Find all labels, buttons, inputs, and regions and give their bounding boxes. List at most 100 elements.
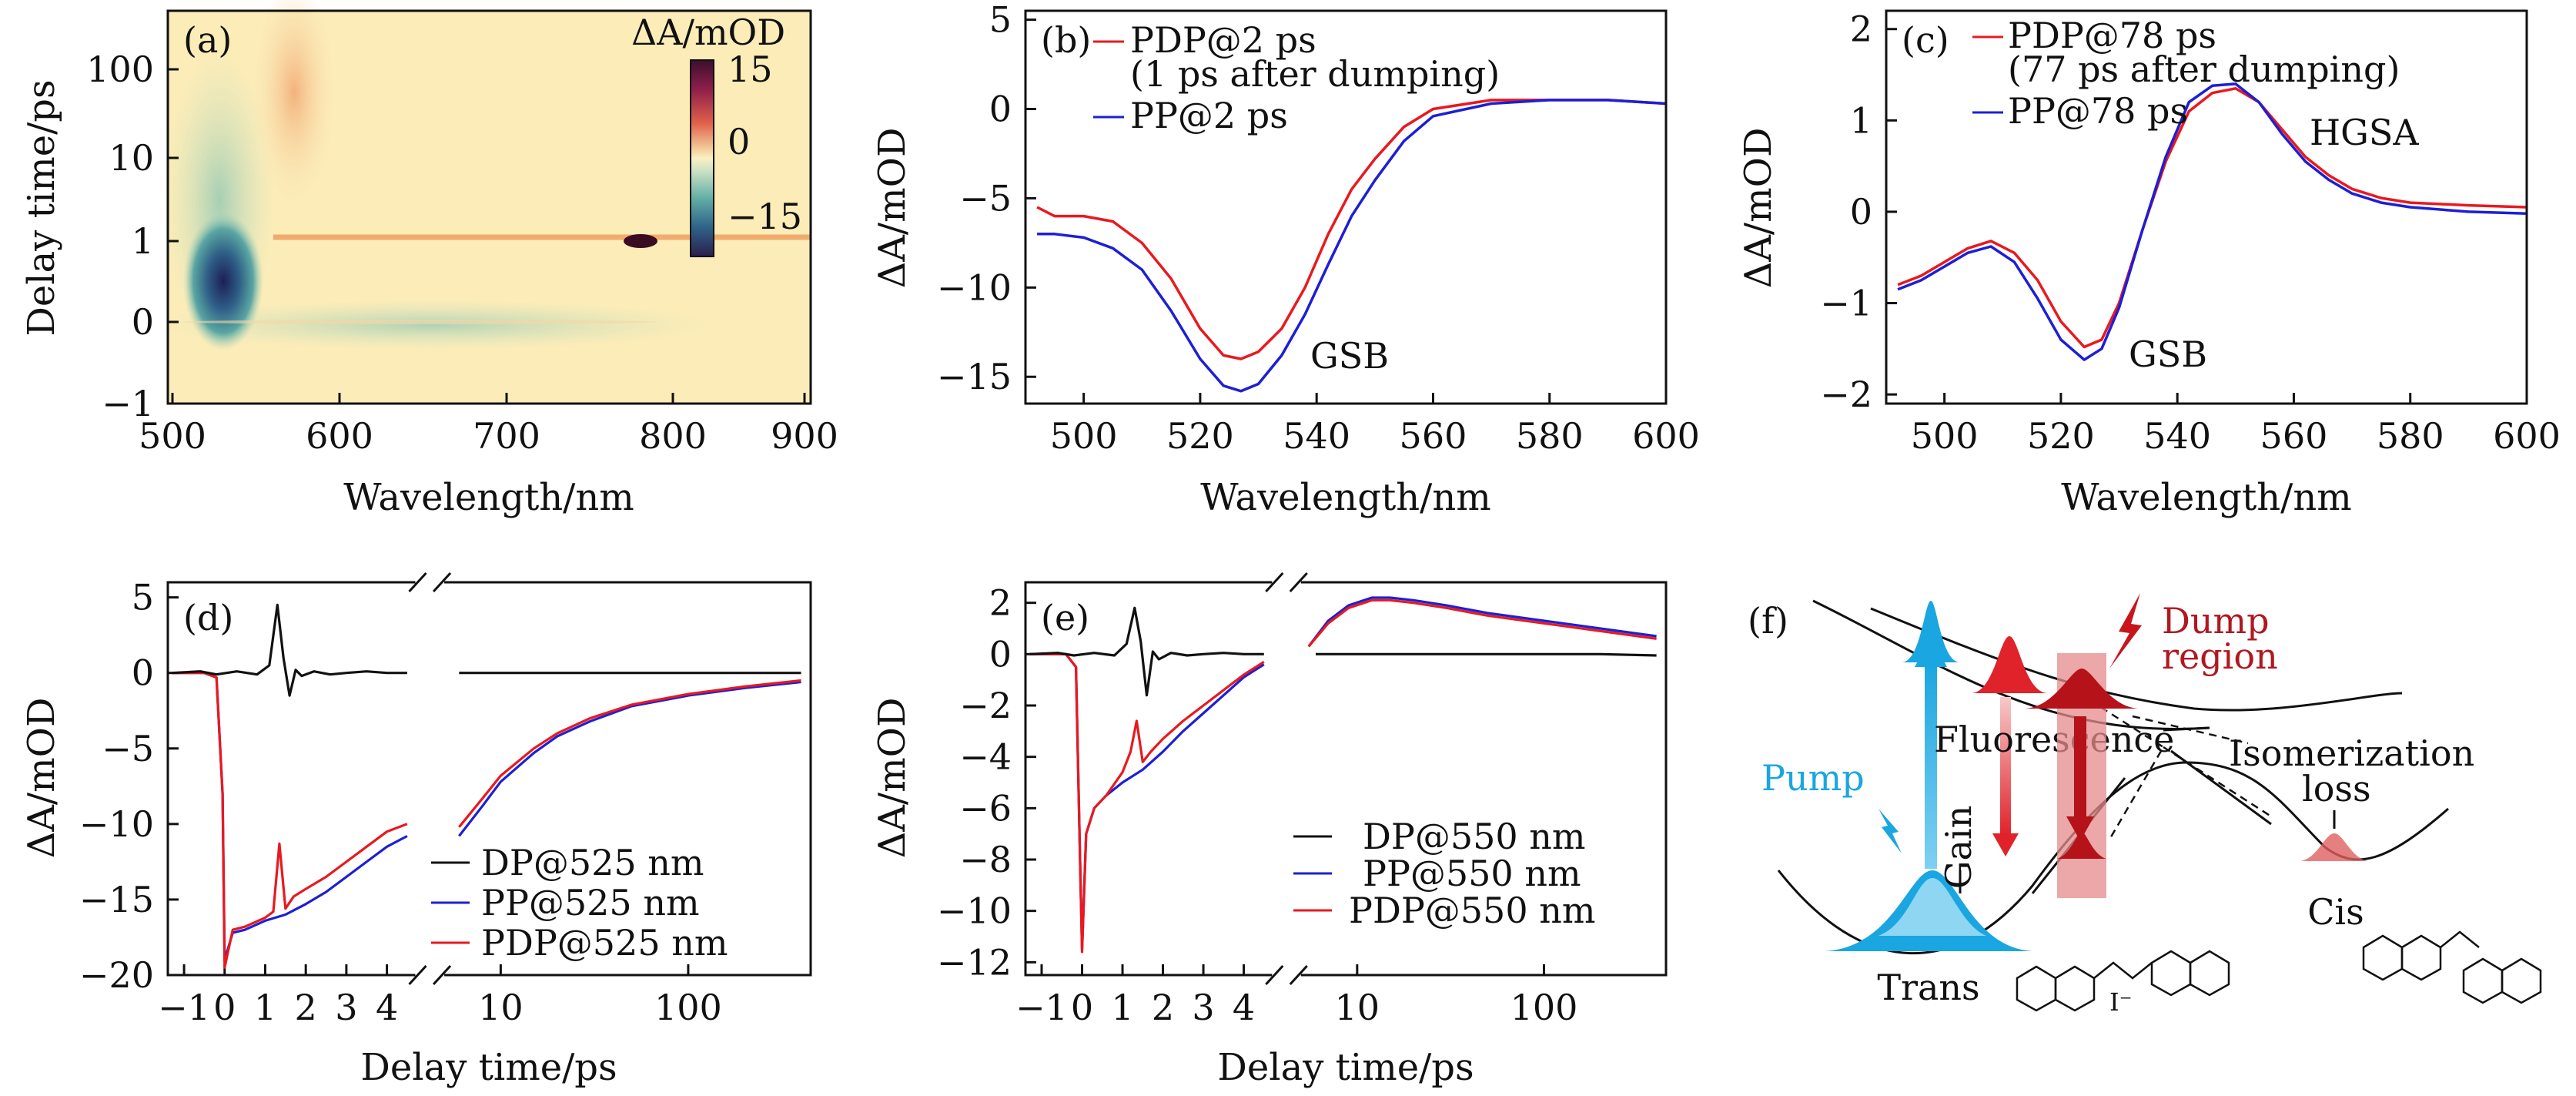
x-tick-label: 900 [771, 415, 838, 457]
x-tick-label: 100 [1510, 987, 1578, 1028]
frame-right [1300, 581, 1668, 977]
x-tick-label: 600 [306, 415, 373, 457]
x-tick-label: 10 [478, 987, 524, 1028]
panel-e-legend: DP@550 nm PP@550 nm PDP@550 nm [1293, 816, 1595, 931]
trans-molecule-drawing [2016, 950, 2230, 1012]
x-tick-label: 700 [473, 415, 540, 457]
y-tick-label: 0 [132, 301, 154, 343]
dump-lightning-icon [2109, 593, 2142, 669]
x-tick-label: 600 [2493, 415, 2561, 457]
colorbar-title: ΔA/mOD [631, 12, 785, 53]
annotation-hgsa: HGSA [2310, 112, 2419, 153]
legend-label-pp: PP@525 nm [481, 882, 700, 923]
panel-b-chart: 500 520 540 560 580 600 5 0 −5 −10 −15 (b) PDP@2 p… [871, 0, 1700, 519]
y-axis-label: ΔA/mOD [871, 128, 914, 289]
colorbar-tick-top: 15 [728, 49, 773, 90]
x-tick-label: 3 [335, 987, 357, 1028]
series-line-linear-pdp-550-nm [1029, 652, 1265, 954]
series-line-log-pp-525-nm [458, 680, 801, 837]
series-line-log-pdp-525-nm [458, 679, 801, 828]
panel-a-x-axis: 500 600 700 800 900 Wavelength/nm [139, 393, 838, 519]
iodide-label: I⁻ [2109, 987, 2133, 1017]
y-tick-label: −20 [79, 954, 154, 996]
series-line-linear-dp-550-nm [1029, 606, 1264, 697]
frame-left [166, 581, 416, 977]
y-axis-label: ΔA/mOD [871, 698, 914, 859]
x-axis-label: Wavelength/nm [343, 476, 634, 519]
panel-b-frame [1024, 9, 1668, 405]
isomerization-label-line2: loss [2302, 768, 2371, 809]
y-tick-label: −2 [1820, 374, 1872, 415]
pump-label: Pump [1761, 757, 1865, 799]
y-tick-label: 0 [989, 633, 1012, 675]
annotation-gsb: GSB [1310, 335, 1389, 377]
x-tick-label: 560 [2260, 415, 2328, 457]
legend-label-pdp: PDP@78 ps [2008, 15, 2216, 56]
y-tick-label: −10 [937, 266, 1012, 308]
panel-e-label: (e) [1041, 597, 1089, 638]
panel-a-label: (a) [183, 19, 232, 61]
y-tick-label: 0 [989, 89, 1012, 130]
y-tick-label: −10 [937, 890, 1012, 932]
excited-wavepacket-red [1971, 636, 2048, 693]
x-tick-label: 500 [1911, 415, 1979, 457]
y-tick-label: 1 [132, 220, 154, 262]
y-tick-label: −8 [959, 839, 1012, 880]
series-line-pp-78-ps [1897, 82, 2527, 361]
x-tick-label: 540 [2143, 415, 2211, 457]
x-tick-label: 520 [2027, 415, 2095, 457]
y-tick-label: 0 [132, 652, 154, 694]
panel-b-label: (b) [1041, 19, 1091, 61]
x-tick-label: 0 [213, 987, 236, 1028]
pump-lightning-icon [1878, 809, 1902, 853]
legend-label-pdp: PDP@525 nm [481, 922, 728, 964]
x-tick-label: 500 [1050, 415, 1118, 457]
x-tick-label: 4 [376, 987, 398, 1028]
excited-state-curve-2 [1870, 607, 2403, 712]
panel-f-diagram: (f) Pump Gain Fluorescence [1748, 593, 2542, 1017]
y-tick-label: −5 [959, 177, 1012, 219]
y-tick-label: 1 [1850, 99, 1872, 141]
x-axis-label: Delay time/ps [1217, 1046, 1474, 1089]
gain-label: Gain [1938, 806, 1979, 890]
legend-label-dp: DP@525 nm [481, 842, 704, 883]
fluorescence-label: Fluorescence [1934, 719, 2174, 760]
x-tick-label: 0 [1071, 987, 1093, 1028]
axis-break-mark [1265, 964, 1284, 986]
y-tick-label: −6 [959, 787, 1012, 829]
x-tick-label: 560 [1400, 415, 1467, 457]
panel-c-frame [1885, 9, 2528, 405]
panel-c-chart: 500 520 540 560 580 600 2 1 0 −1 −2 (c) PDP@78 ps … [1737, 8, 2561, 519]
y-axis-label: ΔA/mOD [20, 698, 63, 859]
dump-arrow-head [2066, 816, 2094, 841]
panel-c-legend: PDP@78 ps (77 ps after dumping) PP@78 ps [1972, 15, 2400, 132]
x-tick-label: 3 [1192, 987, 1214, 1028]
excited-wavepacket-blue [1902, 601, 1960, 662]
y-tick-label: −1 [102, 383, 154, 424]
y-tick-label: −5 [102, 728, 154, 769]
y-tick-label: 5 [989, 0, 1012, 41]
conical-dashed-line [2078, 692, 2165, 840]
y-tick-label: −1 [1820, 283, 1872, 324]
x-tick-label: 520 [1166, 415, 1234, 457]
panel-a-frame [166, 9, 812, 405]
panel-f-label: (f) [1748, 600, 1788, 642]
dump-wavepacket-bottom [2057, 832, 2106, 859]
legend-label-pdp: PDP@2 ps [1130, 19, 1316, 61]
heatmap-rise-line [181, 320, 658, 324]
y-tick-label: 5 [132, 577, 154, 618]
y-tick-label: −10 [79, 803, 154, 845]
series-line-log-pp-550-nm [1307, 596, 1657, 648]
y-tick-label: 0 [1850, 191, 1872, 233]
colorbar-tick-bottom: −15 [728, 196, 802, 237]
y-axis-label: Delay time/ps [20, 79, 63, 336]
dump-arrow-shaft [2074, 716, 2086, 824]
heatmap-gsb-blob [183, 212, 263, 350]
panel-a-heatmap: ΔA/mOD 15 0 −15 (a) 500 600 700 800 900 … [20, 0, 838, 519]
colorbar [690, 59, 714, 257]
dump-label-line2: region [2162, 635, 2278, 677]
y-tick-label: −15 [937, 356, 1012, 397]
legend-label-pp: PP@2 ps [1130, 95, 1288, 136]
